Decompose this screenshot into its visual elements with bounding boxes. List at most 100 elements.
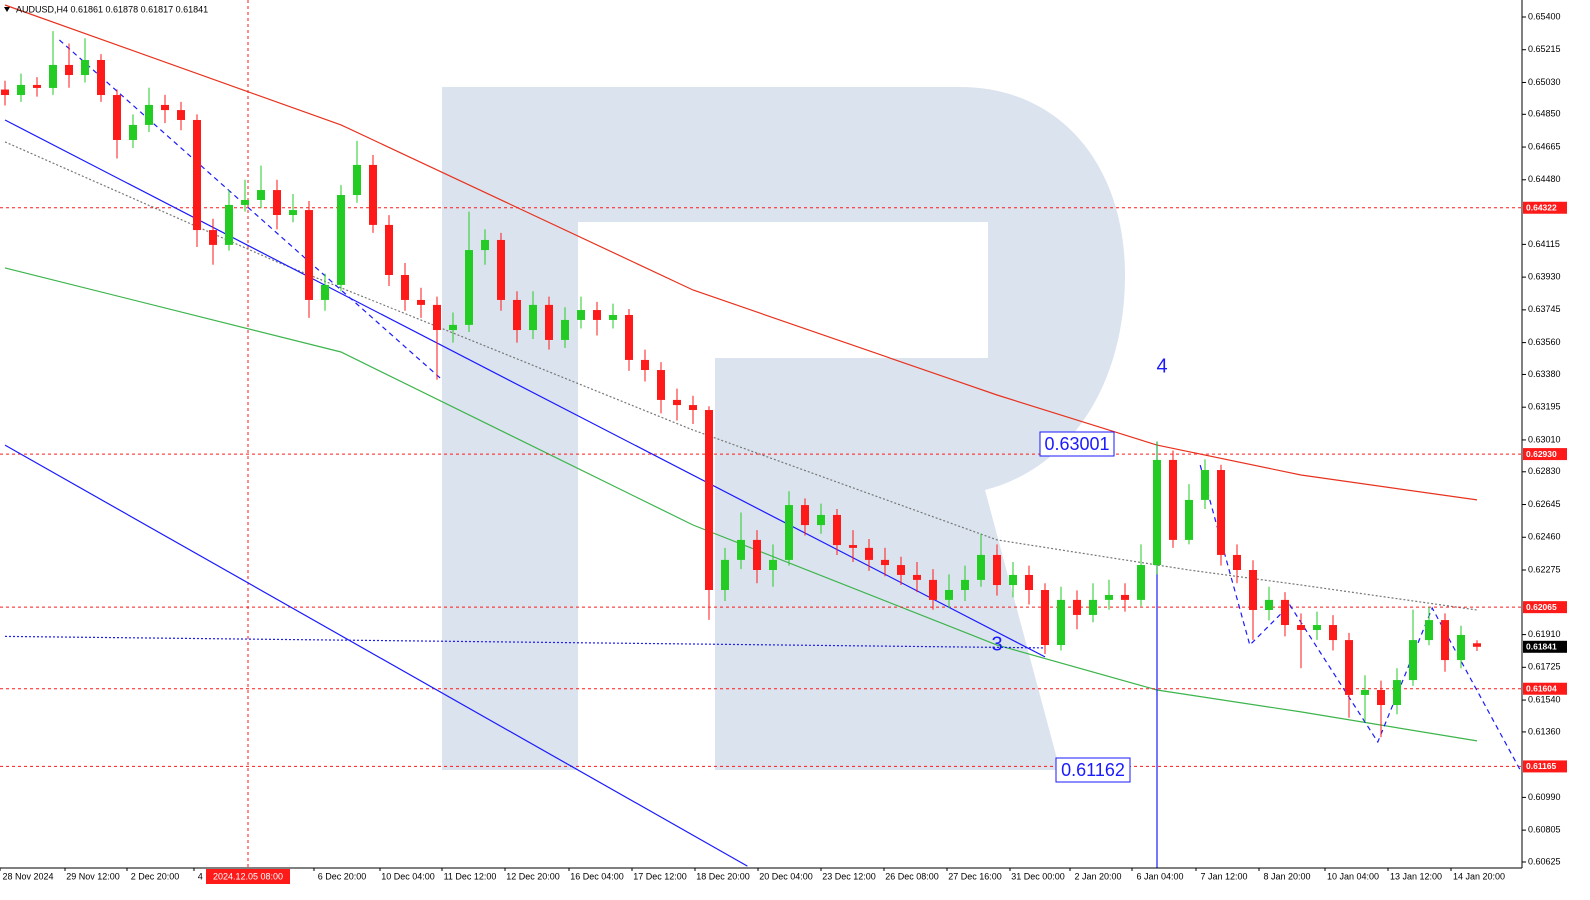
trendline bbox=[4, 444, 748, 867]
candle-layer bbox=[1, 31, 1481, 738]
candle-body bbox=[1329, 625, 1337, 641]
level-label: 0.64322 bbox=[1526, 203, 1557, 213]
candle-body bbox=[1457, 634, 1465, 661]
candle-body bbox=[369, 164, 377, 225]
candle-body bbox=[273, 190, 281, 216]
candle-body bbox=[1361, 689, 1369, 695]
x-tick-label: 11 Dec 12:00 bbox=[444, 871, 497, 881]
candle-body bbox=[113, 95, 121, 140]
candle-body bbox=[289, 210, 297, 216]
x-tick-label: 18 Dec 20:00 bbox=[696, 871, 750, 881]
candle-body bbox=[1393, 680, 1401, 706]
candle-body bbox=[1425, 620, 1433, 641]
candle-body bbox=[257, 190, 265, 200]
x-tick-label: 14 Jan 20:00 bbox=[1453, 871, 1505, 881]
candle-body bbox=[241, 199, 249, 205]
candle-body bbox=[465, 250, 473, 325]
candle-body bbox=[129, 124, 137, 140]
x-tick-label: 27 Dec 16:00 bbox=[948, 871, 1002, 881]
candle-body bbox=[593, 310, 601, 320]
watermark-logo bbox=[442, 87, 1125, 770]
y-tick-label: 0.62830 bbox=[1528, 466, 1561, 476]
candle-body bbox=[1057, 599, 1065, 646]
y-tick-label: 0.63195 bbox=[1528, 402, 1561, 412]
candle-body bbox=[1313, 625, 1321, 630]
y-tick-label: 0.63380 bbox=[1528, 369, 1561, 379]
moving-average bbox=[4, 141, 1478, 611]
y-tick-label: 0.62275 bbox=[1528, 564, 1561, 574]
y-tick-label: 0.61725 bbox=[1528, 662, 1561, 672]
y-tick-label: 0.65030 bbox=[1528, 77, 1561, 87]
y-tick-label: 0.60805 bbox=[1528, 825, 1561, 835]
trendline bbox=[59, 39, 441, 379]
current-price-label: 0.61841 bbox=[1526, 642, 1557, 652]
x-tick-label: 31 Dec 00:00 bbox=[1011, 871, 1065, 881]
trendline bbox=[1199, 464, 1521, 771]
candle-body bbox=[641, 359, 649, 371]
x-tick-label: 28 Nov 2024 bbox=[2, 871, 53, 881]
annotation-label: 0.61162 bbox=[1061, 760, 1125, 780]
y-tick-label: 0.62460 bbox=[1528, 532, 1561, 542]
candle-body bbox=[417, 299, 425, 305]
indicator-layer bbox=[0, 4, 1522, 868]
trendline bbox=[4, 119, 1046, 658]
level-label-box bbox=[1523, 601, 1567, 614]
candle-body bbox=[1281, 599, 1289, 626]
x-tick-label: 26 Dec 08:00 bbox=[885, 871, 939, 881]
candle-body bbox=[865, 547, 873, 560]
y-tick-label: 0.63745 bbox=[1528, 304, 1561, 314]
x-tick-label: 16 Dec 04:00 bbox=[570, 871, 624, 881]
candle-body bbox=[1377, 689, 1385, 706]
candle-body bbox=[929, 579, 937, 600]
level-label-box bbox=[1523, 448, 1567, 461]
candle-body bbox=[881, 559, 889, 566]
candle-body bbox=[1233, 554, 1241, 570]
x-tick-label: 20 Dec 04:00 bbox=[759, 871, 813, 881]
candle-body bbox=[833, 514, 841, 546]
candle-body bbox=[1, 89, 9, 96]
candle-body bbox=[1073, 599, 1081, 615]
y-tick-label: 0.64665 bbox=[1528, 141, 1561, 151]
x-tick-label: 17 Dec 12:00 bbox=[633, 871, 687, 881]
candle-body bbox=[977, 554, 985, 580]
y-tick-label: 0.63010 bbox=[1528, 434, 1561, 444]
candle-body bbox=[81, 59, 89, 76]
candle-body bbox=[529, 304, 537, 331]
header-arrow bbox=[4, 7, 10, 12]
candle-body bbox=[1217, 470, 1225, 555]
candle-body bbox=[97, 59, 105, 96]
y-tick-label: 0.62645 bbox=[1528, 499, 1561, 509]
candle-body bbox=[225, 204, 233, 245]
level-label-box bbox=[1523, 760, 1567, 773]
candle-body bbox=[1201, 470, 1209, 500]
candle-body bbox=[1089, 599, 1097, 615]
current-price-box bbox=[1523, 640, 1567, 653]
candle-body bbox=[897, 565, 905, 575]
y-tick-label: 0.60990 bbox=[1528, 792, 1561, 802]
annotation-label: 4 bbox=[1156, 355, 1167, 377]
candle-body bbox=[1441, 620, 1449, 661]
level-label: 0.62065 bbox=[1526, 602, 1557, 612]
y-tick-label: 0.65215 bbox=[1528, 44, 1561, 54]
candle-body bbox=[993, 554, 1001, 586]
candle-body bbox=[145, 104, 153, 125]
candle-body bbox=[433, 304, 441, 331]
candle-body bbox=[401, 274, 409, 300]
level-label: 0.61165 bbox=[1526, 761, 1557, 771]
candle-body bbox=[753, 539, 761, 570]
y-tick-label: 0.65400 bbox=[1528, 11, 1561, 21]
candle-body bbox=[705, 410, 713, 590]
x-tick-label: 29 Nov 12:00 bbox=[66, 871, 120, 881]
y-tick-label: 0.64480 bbox=[1528, 174, 1561, 184]
level-label-box bbox=[1523, 201, 1567, 214]
candle-body bbox=[1409, 640, 1417, 681]
y-tick-label: 0.61360 bbox=[1528, 726, 1561, 736]
candle-body bbox=[337, 195, 345, 285]
candle-body bbox=[577, 310, 585, 320]
candle-body bbox=[1041, 589, 1049, 646]
annotation-box bbox=[1039, 431, 1115, 457]
candle-body bbox=[817, 514, 825, 526]
moving-average bbox=[4, 267, 1478, 742]
candle-body bbox=[625, 314, 633, 360]
